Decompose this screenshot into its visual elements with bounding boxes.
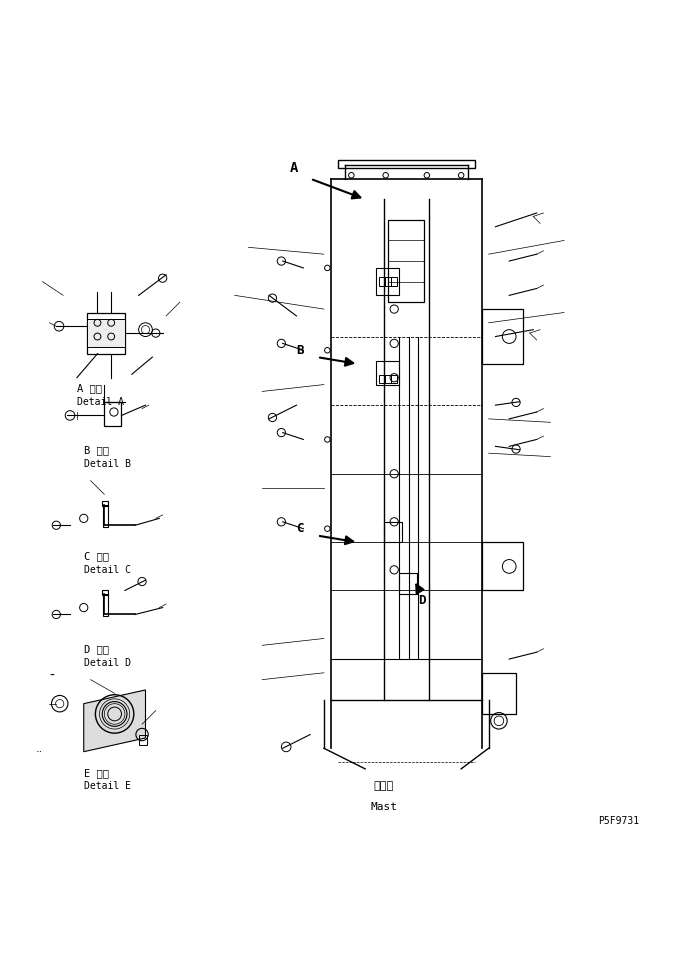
- Text: D 詳細: D 詳細: [84, 644, 109, 654]
- Bar: [338, 160, 475, 169]
- Text: C 詳細: C 詳細: [84, 552, 109, 562]
- Bar: [103, 594, 108, 616]
- Bar: [104, 402, 121, 426]
- Text: C: C: [296, 522, 304, 535]
- Bar: [379, 375, 384, 383]
- Text: P5F9731: P5F9731: [599, 816, 639, 826]
- Bar: [388, 220, 424, 302]
- Bar: [482, 673, 516, 714]
- Bar: [88, 313, 125, 354]
- Bar: [385, 375, 391, 383]
- Bar: [391, 375, 397, 383]
- Text: Detail D: Detail D: [84, 658, 131, 668]
- Text: ..: ..: [36, 744, 43, 754]
- Text: Detail E: Detail E: [84, 781, 131, 792]
- Bar: [482, 309, 523, 364]
- Bar: [138, 734, 147, 745]
- Text: A 詳細: A 詳細: [77, 383, 102, 394]
- Bar: [103, 505, 108, 526]
- Text: E 詳細: E 詳細: [84, 767, 109, 778]
- Bar: [101, 500, 108, 506]
- Text: マスト: マスト: [373, 781, 393, 792]
- Bar: [101, 590, 108, 595]
- Polygon shape: [84, 690, 145, 752]
- Bar: [88, 320, 125, 347]
- Bar: [379, 277, 384, 287]
- Bar: [399, 573, 417, 594]
- Bar: [384, 522, 402, 542]
- Text: Detail B: Detail B: [84, 459, 131, 469]
- Text: Detail A: Detail A: [77, 397, 124, 408]
- Bar: [385, 277, 391, 287]
- Text: D: D: [418, 594, 426, 607]
- Text: B: B: [296, 343, 304, 357]
- Bar: [376, 268, 399, 295]
- Text: A: A: [289, 161, 298, 175]
- Bar: [391, 277, 397, 287]
- Text: B 詳細: B 詳細: [84, 446, 109, 455]
- Text: -: -: [50, 669, 54, 682]
- Bar: [482, 542, 523, 591]
- Bar: [376, 361, 399, 384]
- Text: Detail C: Detail C: [84, 566, 131, 575]
- Text: Mast: Mast: [370, 802, 397, 812]
